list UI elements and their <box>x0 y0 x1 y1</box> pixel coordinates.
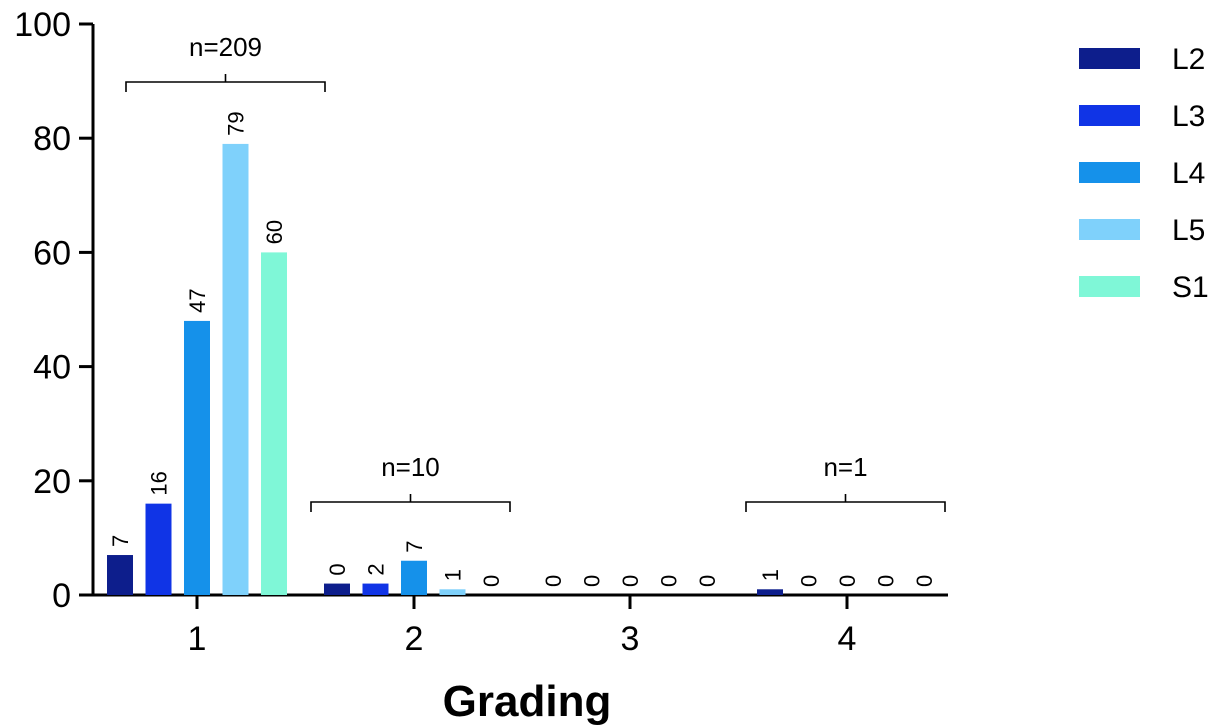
annotation-label: n=10 <box>381 452 440 482</box>
bar-l2-grade-2 <box>324 583 350 595</box>
bar-value-label: 7 <box>402 540 427 552</box>
y-tick-label: 0 <box>52 577 71 615</box>
bar-value-label: 60 <box>262 220 287 244</box>
x-axis-title: Grading <box>443 677 612 726</box>
x-tick-label: 4 <box>838 620 857 658</box>
x-tick-label: 2 <box>405 620 424 658</box>
x-tick-label: 3 <box>621 620 640 658</box>
bar-value-label: 0 <box>835 575 860 587</box>
y-tick-label: 100 <box>14 6 71 44</box>
legend-label-l3: L3 <box>1172 100 1205 133</box>
bar-l5-grade-2 <box>439 589 466 595</box>
bar-value-label: 47 <box>185 288 210 312</box>
annotation-bracket <box>125 74 326 92</box>
legend-swatch-s1 <box>1079 276 1140 297</box>
bar-value-label: 79 <box>224 111 249 135</box>
y-tick-label: 80 <box>33 120 71 158</box>
y-tick-label: 20 <box>33 463 71 501</box>
bar-value-label: 0 <box>479 575 504 587</box>
x-tick-label: 1 <box>188 620 207 658</box>
legend-label-l5: L5 <box>1172 214 1205 247</box>
bar-l5-grade-1 <box>222 143 249 595</box>
bar-l3-grade-1 <box>145 503 172 595</box>
annotation-brackets: n=209 n=10 n=1 <box>125 32 946 512</box>
bar-value-label: 0 <box>695 575 720 587</box>
y-tick-label: 40 <box>33 349 71 387</box>
bar-value-label: 16 <box>147 471 172 495</box>
bar-value-label: 0 <box>912 575 937 587</box>
legend-swatch-l4 <box>1079 162 1140 183</box>
legend: L2 L3 L4 L5 S1 <box>1079 43 1209 304</box>
bar-l2-grade-4 <box>757 589 783 595</box>
legend-label-l4: L4 <box>1172 157 1205 190</box>
bar-l3-grade-2 <box>362 583 389 595</box>
y-tick-label: 60 <box>33 234 71 272</box>
annotation-bracket <box>745 494 946 512</box>
bar-labels: 7 0 0 1 16 2 0 0 47 7 0 0 79 1 0 0 60 0 0 0 <box>108 111 937 587</box>
legend-swatch-l5 <box>1079 219 1140 240</box>
bar-l4-grade-1 <box>184 320 210 595</box>
legend-swatch-l2 <box>1079 48 1140 69</box>
bar-value-label: 0 <box>797 575 822 587</box>
annotation-label: n=1 <box>823 452 867 482</box>
annotation-bracket <box>310 494 511 512</box>
bars <box>107 143 783 595</box>
bar-value-label: 0 <box>618 575 643 587</box>
bar-l2-grade-1 <box>107 555 133 595</box>
bar-value-label: 1 <box>441 569 466 581</box>
legend-label-l2: L2 <box>1172 43 1205 76</box>
bar-value-label: 0 <box>325 563 350 575</box>
bar-value-label: 0 <box>657 575 682 587</box>
bar-value-label: 0 <box>874 575 899 587</box>
bar-l4-grade-2 <box>401 560 427 595</box>
bar-value-label: 0 <box>541 575 566 587</box>
bar-s1-grade-1 <box>261 252 287 595</box>
bar-value-label: 0 <box>580 575 605 587</box>
bar-value-label: 2 <box>364 563 389 575</box>
legend-swatch-l3 <box>1079 105 1140 126</box>
annotation-label: n=209 <box>189 32 262 62</box>
legend-label-s1: S1 <box>1172 271 1209 304</box>
bar-value-label: 7 <box>108 535 133 547</box>
bar-value-label: 1 <box>758 569 783 581</box>
